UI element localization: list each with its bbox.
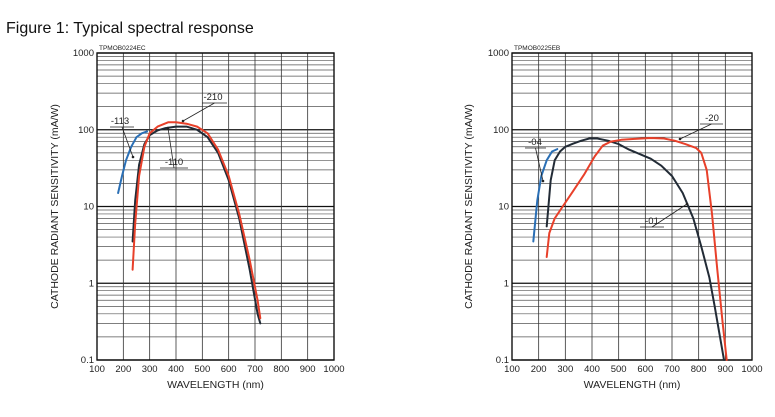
series-label-210: -210: [203, 92, 222, 103]
series-label-113: -113: [111, 116, 129, 127]
x-tick-label: 300: [142, 364, 158, 375]
x-tick-label: 1000: [323, 364, 344, 375]
annotation-arrowhead: [166, 126, 170, 130]
x-tick-label: 700: [664, 364, 680, 375]
series-line-113: [117, 130, 148, 194]
y-axis-label: CATHODE RADIANT SENSITIVITY (mA/W): [49, 104, 61, 309]
y-tick-label: 10: [83, 202, 94, 213]
x-tick-label: 1000: [741, 364, 762, 375]
x-tick-label: 600: [637, 364, 653, 375]
annotation-arrowhead: [541, 179, 545, 183]
series-line-04: [532, 148, 559, 243]
y-axis-label: CATHODE RADIANT SENSITIVITY (mA/W): [463, 104, 475, 309]
series-line-20: [545, 137, 728, 361]
x-tick-label: 900: [717, 364, 733, 375]
x-tick-label: 800: [691, 364, 707, 375]
y-tick-label: 0.1: [81, 355, 94, 366]
x-tick-label: 400: [168, 364, 184, 375]
y-tick-label: 100: [78, 125, 94, 136]
x-tick-label: 100: [504, 364, 520, 375]
series-label-01: -01: [645, 216, 659, 227]
x-tick-label: 500: [194, 364, 210, 375]
annotation-leader: [535, 147, 544, 182]
x-tick-label: 200: [115, 364, 131, 375]
annotation-leader: [121, 126, 134, 158]
x-tick-label: 400: [584, 364, 600, 375]
annotation-arrowhead: [685, 202, 689, 206]
annotation-arrowhead: [181, 119, 185, 123]
chart-code: TPMOB0224EC: [99, 45, 146, 52]
chart-code: TPMOB0225EB: [514, 45, 560, 52]
figure-title: Figure 1: Typical spectral response: [6, 20, 254, 37]
x-tick-label: 500: [611, 364, 627, 375]
x-tick-label: 200: [531, 364, 547, 375]
y-tick-label: 1: [89, 278, 94, 289]
x-tick-label: 900: [300, 364, 316, 375]
series-label-20: -20: [705, 113, 719, 124]
y-tick-label: 100: [493, 125, 509, 136]
series-label-04: -04: [528, 137, 542, 148]
x-axis-label: WAVELENGTH (nm): [167, 379, 264, 391]
x-tick-label: 700: [247, 364, 263, 375]
x-axis-label: WAVELENGTH (nm): [584, 379, 681, 391]
annotation-leader: [182, 102, 215, 122]
y-tick-label: 0.1: [496, 355, 509, 366]
annotation-arrowhead: [678, 137, 682, 141]
series-label-110: -110: [165, 157, 183, 168]
annotation-arrowhead: [131, 155, 135, 159]
annotation-leader: [651, 203, 688, 228]
y-tick-label: 1000: [488, 48, 509, 59]
series-line-210: [131, 121, 262, 320]
plot-frame: [511, 52, 753, 361]
x-tick-label: 600: [221, 364, 237, 375]
annotation-leader: [679, 123, 712, 140]
series-line-01: [545, 137, 725, 361]
y-tick-label: 10: [498, 202, 509, 213]
plot-frame: [96, 52, 335, 361]
x-tick-label: 800: [273, 364, 289, 375]
y-tick-label: 1000: [73, 48, 94, 59]
annotation-leader: [167, 127, 175, 169]
x-tick-label: 300: [557, 364, 573, 375]
x-tick-label: 100: [89, 364, 105, 375]
y-tick-label: 1: [504, 278, 509, 289]
